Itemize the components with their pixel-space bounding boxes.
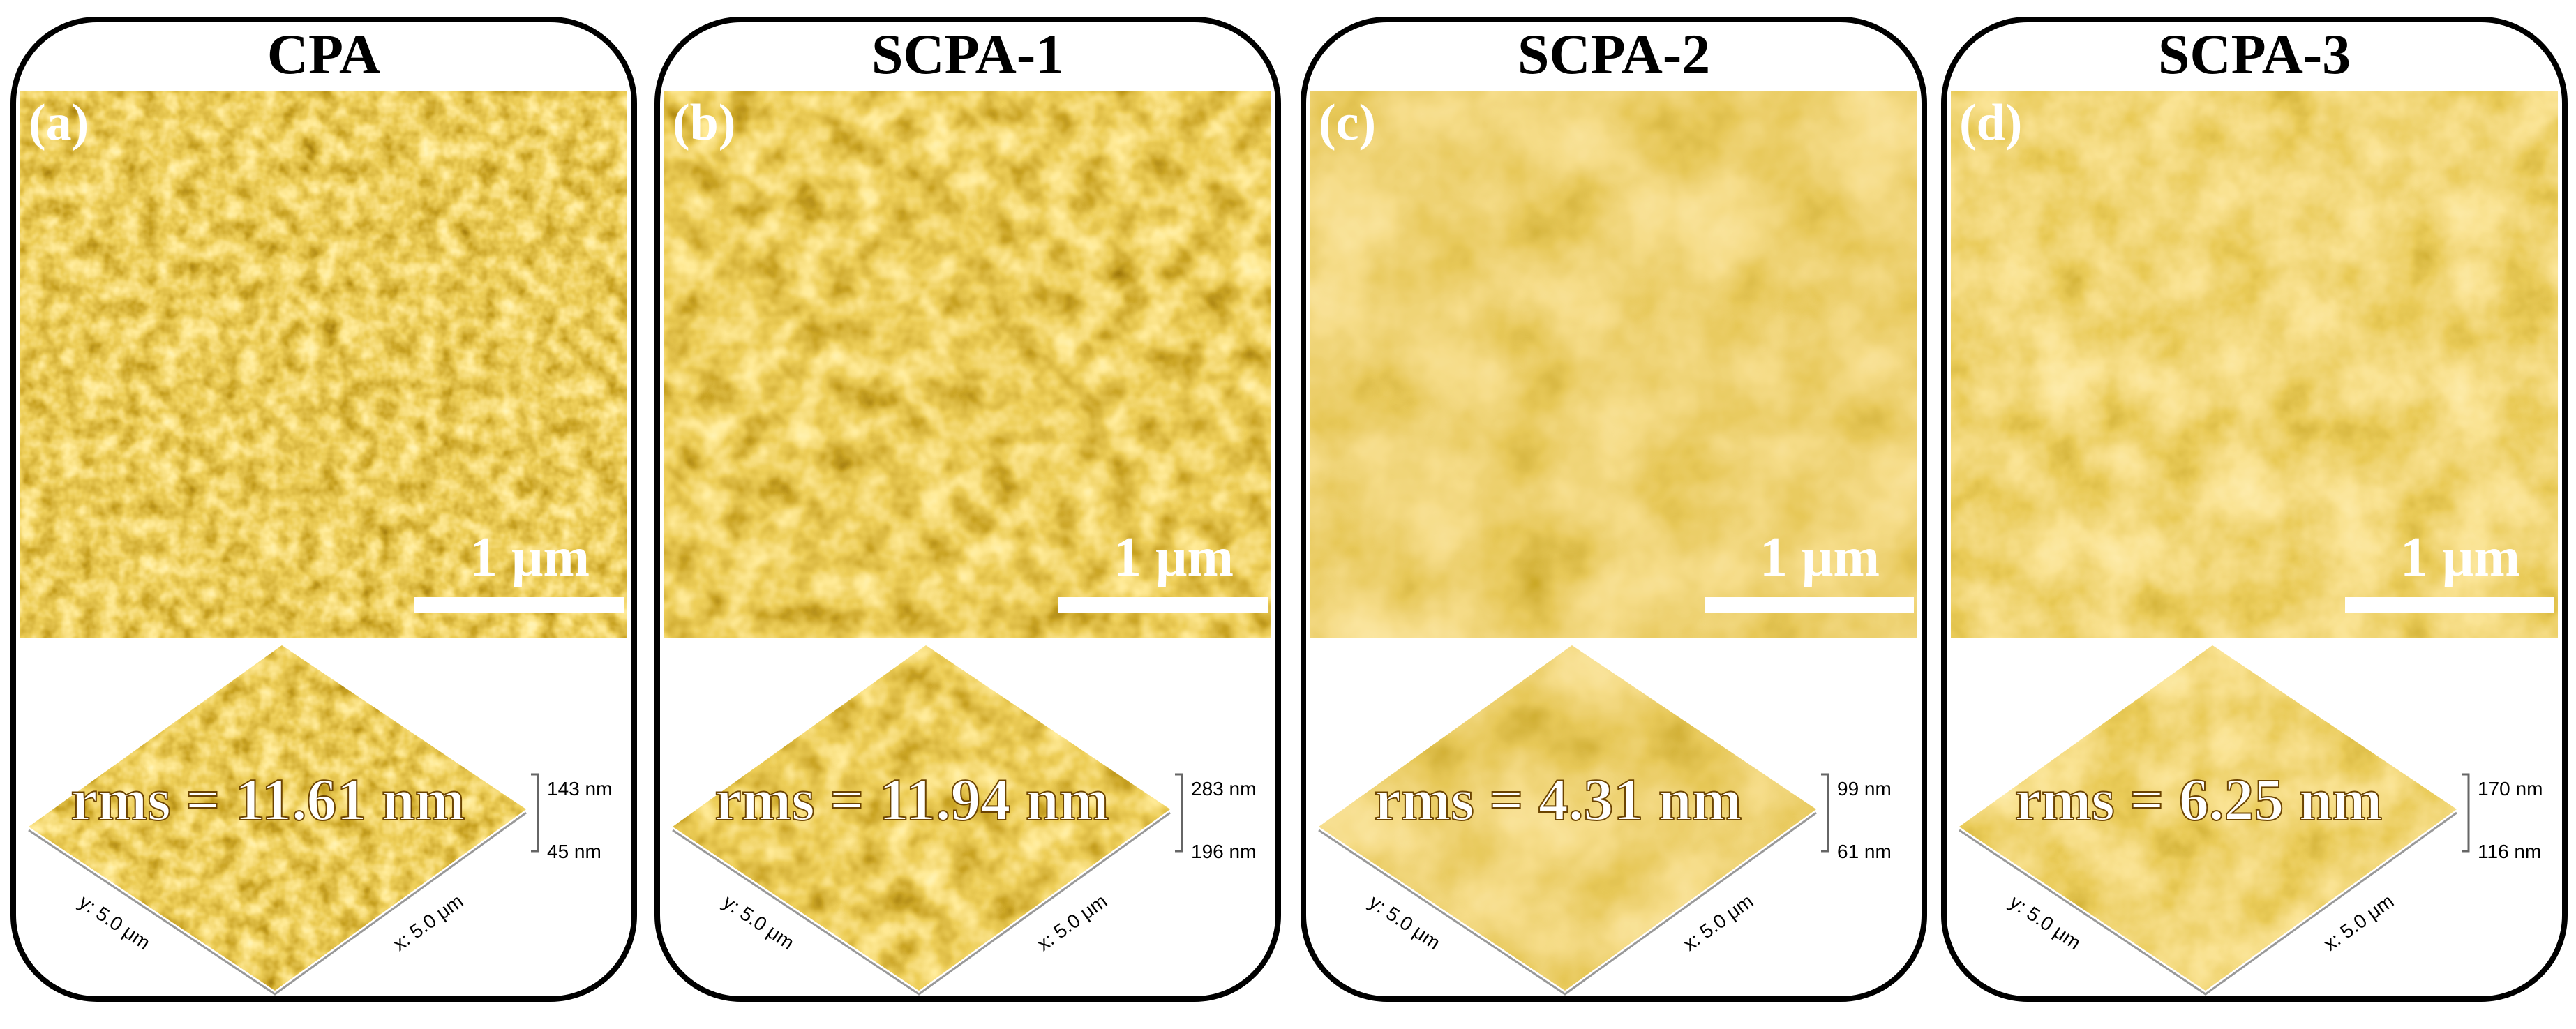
panel-label: (a): [29, 94, 89, 151]
axis-lines: [28, 811, 527, 996]
z-min-label: 196 nm: [1191, 841, 1256, 862]
z-min-label: 61 nm: [1837, 841, 1892, 862]
afm-image: [20, 91, 627, 638]
z-max-label: 143 nm: [547, 778, 612, 799]
afm-image: [664, 91, 1271, 638]
axis-lines: [1959, 811, 2457, 996]
axis-lines: [1318, 811, 1817, 996]
scale-bar-label: 1 μm: [2400, 527, 2520, 588]
rms-value: rms = 4.31 nm: [1375, 766, 1742, 833]
z-max-label: 99 nm: [1837, 778, 1892, 799]
z-axis: [2462, 773, 2470, 853]
panel-title: CPA: [267, 22, 380, 86]
panel-title: SCPA-1: [871, 22, 1064, 86]
z-axis: [1175, 773, 1183, 853]
panel-frame: [654, 17, 1281, 1002]
z-axis: [1821, 773, 1829, 853]
afm-image: [1310, 91, 1917, 638]
scale-bar-label: 1 μm: [1760, 527, 1880, 588]
scale-bar-label: 1 μm: [470, 527, 590, 588]
z-min-label: 116 nm: [2478, 841, 2541, 862]
scale-bar: [1058, 597, 1268, 613]
rms-value: rms = 11.61 nm: [70, 766, 465, 833]
panel-frame: [1301, 17, 1927, 1002]
panel-label: (d): [1959, 94, 2022, 151]
scale-bar: [414, 597, 624, 613]
panel-frame: [1941, 17, 2568, 1002]
scale-bar: [1705, 597, 1914, 613]
z-axis: [531, 773, 539, 853]
scale-bar: [2345, 597, 2554, 613]
rms-value: rms = 11.94 nm: [714, 766, 1109, 833]
panel-frame: [10, 17, 637, 1002]
panel-title: SCPA-2: [1518, 22, 1710, 86]
panel-label: (c): [1319, 94, 1376, 151]
panel-label: (b): [673, 94, 735, 151]
z-min-label: 45 nm: [547, 841, 601, 862]
z-max-label: 283 nm: [1191, 778, 1256, 799]
afm-image: [1951, 91, 2558, 638]
axis-lines: [672, 811, 1171, 996]
z-max-label: 170 nm: [2478, 778, 2543, 799]
scale-bar-label: 1 μm: [1114, 527, 1234, 588]
rms-value: rms = 6.25 nm: [2015, 766, 2383, 833]
panel-title: SCPA-3: [2158, 22, 2351, 86]
